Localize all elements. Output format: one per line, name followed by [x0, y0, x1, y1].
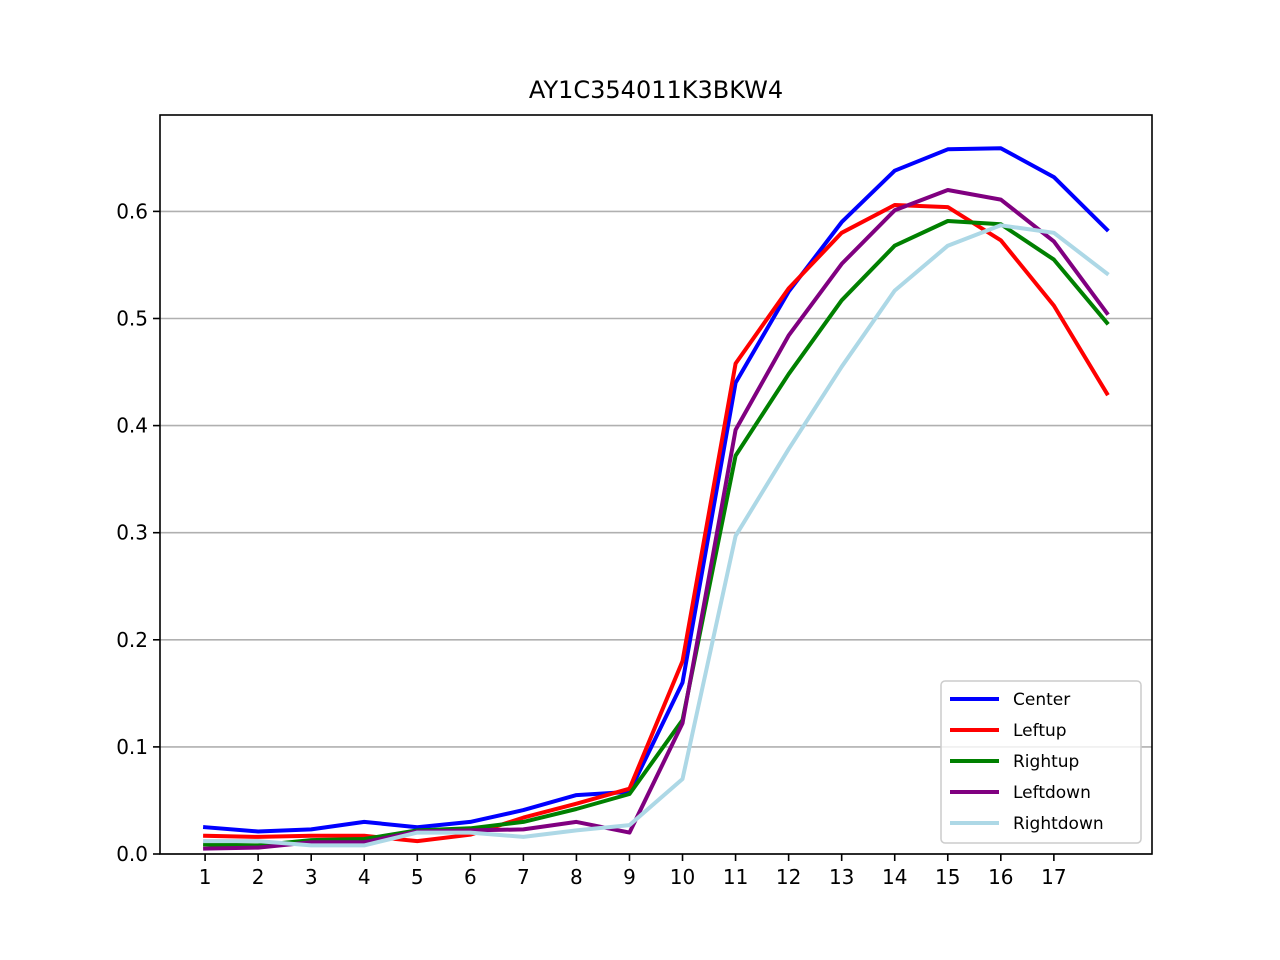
legend-box — [940, 680, 1142, 844]
x-tick-label: 13 — [829, 865, 854, 889]
x-tick-label: 11 — [723, 865, 748, 889]
y-tick-label: 0.0 — [116, 842, 148, 866]
x-tick-label: 17 — [1041, 865, 1066, 889]
legend-label: Rightup — [1013, 752, 1079, 772]
x-tick-label: 8 — [570, 865, 583, 889]
x-tick-label: 16 — [988, 865, 1013, 889]
x-tick-label: 10 — [670, 865, 695, 889]
y-tick-label: 0.5 — [116, 306, 148, 330]
y-tick-label: 0.6 — [116, 199, 148, 223]
x-tick-label: 4 — [358, 865, 371, 889]
x-tick-label: 5 — [411, 865, 424, 889]
series-line-rightup — [203, 219, 1110, 848]
legend-label: Leftup — [1013, 721, 1067, 741]
x-tick-label: 6 — [464, 865, 477, 889]
y-tick-label: 0.3 — [116, 521, 148, 545]
legend-label: Rightdown — [1013, 814, 1104, 834]
y-tick-label: 0.2 — [116, 628, 148, 652]
x-tick-label: 15 — [935, 865, 960, 889]
legend: Center Leftup Rightup Leftdown Rightdown — [940, 680, 1142, 844]
series-line-center — [202, 146, 1110, 834]
x-tick-label: 3 — [305, 865, 318, 889]
x-tick-label: 12 — [776, 865, 801, 889]
x-tick-label: 9 — [623, 865, 636, 889]
x-tick-label: 1 — [199, 865, 212, 889]
legend-label: Leftdown — [1013, 783, 1091, 803]
y-axis-ticks: 0.0 0.1 0.2 0.3 0.4 0.5 0.6 — [116, 199, 160, 866]
x-tick-label: 2 — [252, 865, 265, 889]
chart-title: AY1C354011K3BKW4 — [529, 76, 783, 104]
legend-label: Center — [1013, 690, 1070, 710]
y-tick-label: 0.1 — [116, 735, 148, 759]
y-tick-label: 0.4 — [116, 414, 148, 438]
x-tick-label: 7 — [517, 865, 530, 889]
series-lines — [202, 146, 1110, 851]
x-axis-ticks: 1 2 3 4 5 6 7 8 9 10 11 12 13 14 15 16 17 — [199, 854, 1067, 889]
series-line-leftdown — [203, 188, 1110, 851]
x-tick-label: 14 — [882, 865, 907, 889]
plot-frame — [159, 114, 1153, 855]
series-line-leftup — [203, 203, 1110, 844]
series-line-rightdown — [203, 223, 1110, 848]
